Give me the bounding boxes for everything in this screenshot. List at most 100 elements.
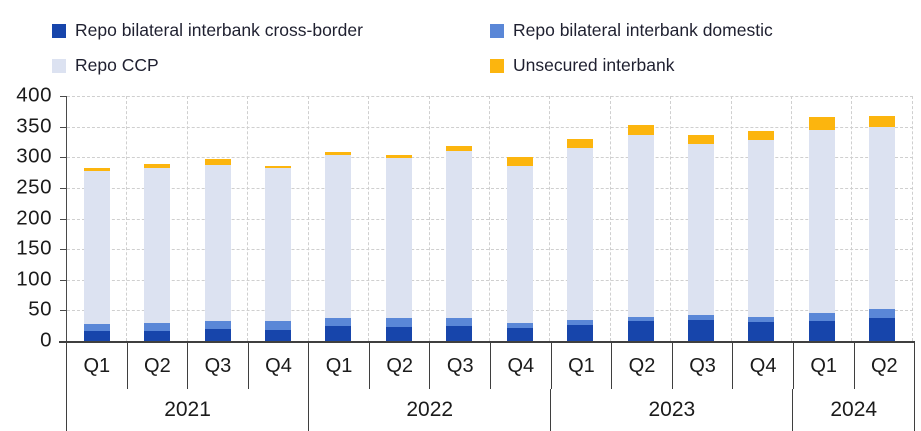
- bar-slots: [67, 96, 913, 341]
- bar-segment-repo-bilateral-interbank-cross-border: [748, 322, 775, 341]
- bar-segment-repo-bilateral-interbank-domestic: [627, 316, 654, 321]
- gridline-300: [67, 157, 913, 159]
- gridline-150: [67, 249, 913, 251]
- stacked-bar-q4-2022: [506, 96, 533, 341]
- bar-segment-unsecured-interbank: [627, 125, 654, 135]
- legend-item-repo-bilateral-interbank-cross-border: Repo bilateral interbank cross-border: [52, 20, 490, 41]
- bar-slot-q3-2022: [430, 96, 490, 341]
- bar-segment-unsecured-interbank: [325, 152, 352, 156]
- gridline-250: [67, 187, 913, 189]
- bar-slot-q1-2023: [550, 96, 611, 341]
- bar-segment-repo-bilateral-interbank-domestic: [385, 317, 412, 327]
- quarter-label-q1-2024: Q1: [794, 343, 855, 389]
- year-label-2021: 2021: [67, 389, 310, 431]
- bar-segment-repo-ccp: [144, 168, 171, 323]
- bar-segment-repo-ccp: [869, 126, 896, 310]
- bar-segment-repo-bilateral-interbank-domestic: [869, 309, 896, 318]
- bar-segment-unsecured-interbank: [144, 164, 171, 169]
- legend-swatch-icon: [52, 23, 66, 38]
- bar-slot-q2-2023: [611, 96, 672, 341]
- bar-segment-repo-bilateral-interbank-cross-border: [567, 325, 594, 341]
- bar-segment-repo-bilateral-interbank-domestic: [204, 320, 231, 329]
- quarter-label-row: Q1 Q2 Q3 Q4 Q1 Q2 Q3 Q4 Q1 Q2 Q3 Q4 Q1 Q2: [67, 343, 914, 389]
- quarter-label-q4-2021: Q4: [249, 343, 310, 389]
- bar-segment-repo-ccp: [627, 134, 654, 317]
- bar-slot-q2-2022: [369, 96, 430, 341]
- bar-slot-q1-2024: [792, 96, 853, 341]
- legend-label: Repo bilateral interbank cross-border: [75, 20, 363, 40]
- y-tick-label: 250: [16, 175, 52, 199]
- bar-segment-repo-bilateral-interbank-domestic: [748, 316, 775, 323]
- year-label-2022: 2022: [309, 389, 552, 431]
- bar-slot-q1-2021: [67, 96, 128, 341]
- y-tick-mark: [60, 279, 66, 281]
- bar-slot-q1-2022: [309, 96, 370, 341]
- bar-segment-repo-bilateral-interbank-domestic: [567, 320, 594, 326]
- quarter-label-q2-2024: Q2: [870, 354, 898, 377]
- bar-segment-repo-bilateral-interbank-cross-border: [687, 319, 714, 341]
- stacked-bar-q1-2022: [325, 96, 352, 341]
- bar-segment-repo-ccp: [567, 148, 594, 321]
- bar-segment-unsecured-interbank: [869, 116, 896, 127]
- quarter-label-q2-2021: Q2: [128, 343, 189, 389]
- bar-segment-repo-bilateral-interbank-domestic: [144, 322, 171, 331]
- bar-segment-repo-bilateral-interbank-cross-border: [144, 330, 171, 341]
- bar-segment-unsecured-interbank: [748, 130, 775, 141]
- bar-segment-repo-bilateral-interbank-domestic: [264, 321, 291, 330]
- bar-segment-repo-ccp: [748, 140, 775, 317]
- quarter-label-q3-2022: Q3: [430, 343, 492, 389]
- y-tick-mark: [60, 126, 66, 128]
- bar-slot-q2-2024: [852, 96, 913, 341]
- legend-label: Unsecured interbank: [513, 55, 675, 75]
- legend-label: Repo CCP: [75, 55, 159, 75]
- x-axis-inner: Q1 Q2 Q3 Q4 Q1 Q2 Q3 Q4 Q1 Q2 Q3 Q4 Q1 Q2 2021 2022 202…: [66, 343, 915, 431]
- bar-segment-repo-bilateral-interbank-cross-border: [446, 325, 473, 341]
- y-tick-mark: [60, 218, 66, 220]
- bar-segment-repo-ccp: [264, 168, 291, 322]
- bar-slot-q2-2021: [127, 96, 188, 341]
- gridline-350: [67, 126, 913, 128]
- legend: Repo bilateral interbank cross-border Rep…: [52, 13, 897, 85]
- bar-segment-unsecured-interbank: [446, 146, 473, 152]
- bar-segment-repo-bilateral-interbank-domestic: [506, 322, 533, 328]
- y-tick-label: 300: [16, 144, 52, 168]
- legend-label: Repo bilateral interbank domestic: [513, 20, 773, 40]
- legend-swatch-icon: [490, 58, 504, 73]
- legend-item-unsecured-interbank: Unsecured interbank: [490, 55, 897, 76]
- stacked-bar-q1-2021: [83, 96, 110, 341]
- stacked-bar-q1-2024: [808, 96, 835, 341]
- stacked-bar-q1-2023: [567, 96, 594, 341]
- bar-slot-q4-2021: [248, 96, 309, 341]
- bar-segment-repo-bilateral-interbank-domestic: [446, 317, 473, 326]
- x-axis-table: Q1 Q2 Q3 Q4 Q1 Q2 Q3 Q4 Q1 Q2 Q3 Q4 Q1 Q2 2021 2022 202…: [59, 341, 915, 431]
- bar-slot-q3-2021: [188, 96, 249, 341]
- y-tick-label: 200: [16, 206, 52, 230]
- year-label-2023: 2023: [551, 389, 794, 431]
- gridline-200: [67, 218, 913, 220]
- bar-segment-repo-bilateral-interbank-cross-border: [325, 326, 352, 341]
- y-tick-label: 100: [16, 267, 52, 291]
- y-tick-mark: [60, 96, 66, 97]
- bar-segment-repo-bilateral-interbank-domestic: [687, 315, 714, 320]
- bar-slot-q4-2023: [732, 96, 793, 341]
- legend-item-repo-ccp: Repo CCP: [52, 55, 490, 76]
- bar-segment-repo-bilateral-interbank-cross-border: [506, 327, 533, 341]
- y-tick-label: 50: [28, 297, 52, 321]
- year-label-2024: 2024: [830, 398, 878, 421]
- bar-slot-q4-2022: [490, 96, 551, 341]
- year-label-row: 2021 2022 2023 2024: [67, 389, 914, 431]
- bar-segment-unsecured-interbank: [204, 159, 231, 165]
- bar-segment-repo-bilateral-interbank-cross-border: [264, 329, 291, 341]
- quarter-label-q4-2022: Q4: [491, 343, 552, 389]
- stacked-bar-q2-2022: [385, 96, 412, 341]
- bar-segment-repo-bilateral-interbank-domestic: [325, 318, 352, 327]
- bar-segment-unsecured-interbank: [808, 117, 835, 130]
- bar-segment-unsecured-interbank: [264, 165, 291, 169]
- quarter-label-q2-2022: Q2: [370, 343, 431, 389]
- legend-item-repo-bilateral-interbank-domestic: Repo bilateral interbank domestic: [490, 20, 897, 41]
- quarter-label-q4-2023: Q4: [733, 343, 794, 389]
- y-tick-mark: [60, 310, 66, 312]
- bar-segment-repo-bilateral-interbank-cross-border: [385, 326, 412, 341]
- stacked-bar-q2-2021: [144, 96, 171, 341]
